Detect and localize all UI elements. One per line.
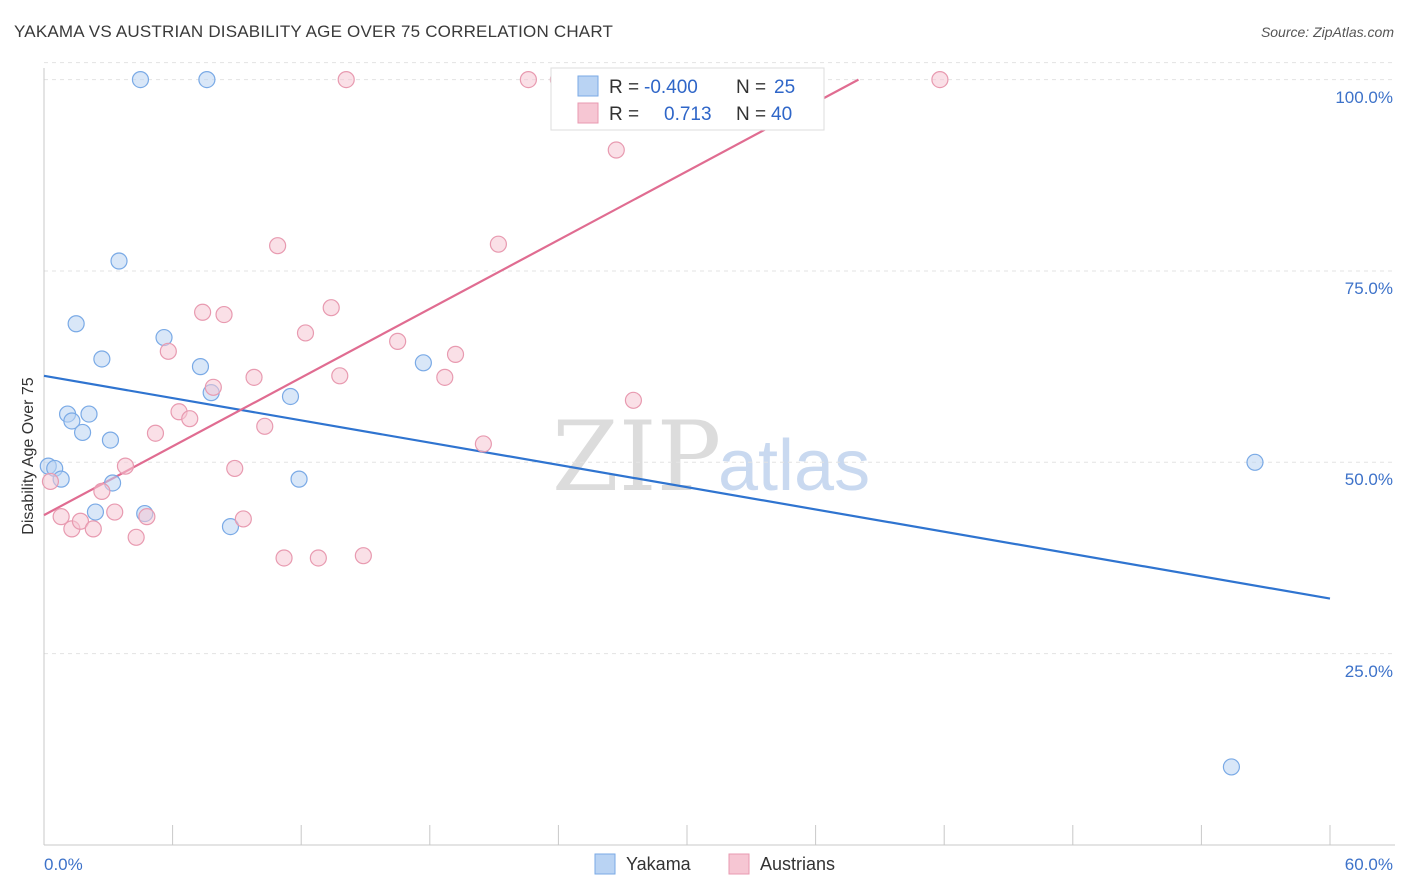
legend-swatch-yakama bbox=[577, 75, 599, 97]
point-austrians bbox=[84, 520, 102, 538]
chart-title: YAKAMA VS AUSTRIAN DISABILITY AGE OVER 7… bbox=[14, 22, 614, 41]
y-tick-label-25: 25.0% bbox=[1345, 662, 1393, 681]
point-yakama bbox=[1222, 758, 1241, 776]
y-tick-label-100: 100.0% bbox=[1335, 88, 1393, 107]
watermark-zip: ZIP bbox=[552, 401, 721, 513]
point-austrians bbox=[931, 71, 949, 89]
point-austrians bbox=[245, 368, 263, 386]
x-tick-label-max: 60.0% bbox=[1345, 855, 1393, 874]
point-austrians bbox=[181, 410, 199, 428]
point-austrians bbox=[159, 342, 177, 360]
point-austrians bbox=[116, 457, 135, 475]
point-austrians bbox=[474, 435, 492, 453]
point-austrians bbox=[138, 508, 156, 526]
point-austrians bbox=[309, 549, 327, 567]
point-yakama bbox=[131, 71, 150, 89]
point-austrians bbox=[215, 305, 233, 324]
point-austrians bbox=[146, 424, 165, 442]
point-yakama bbox=[1246, 453, 1264, 471]
series-legend-label-austrians: Austrians bbox=[760, 854, 835, 874]
point-austrians bbox=[296, 324, 315, 342]
legend-n-label-1: N = bbox=[736, 77, 766, 98]
legend-n-value-1: 25 bbox=[774, 77, 795, 98]
point-austrians bbox=[194, 303, 212, 321]
point-austrians bbox=[204, 378, 222, 396]
point-yakama bbox=[63, 412, 81, 430]
point-austrians bbox=[52, 508, 70, 526]
point-austrians bbox=[234, 510, 252, 528]
point-austrians bbox=[226, 459, 244, 478]
point-yakama bbox=[73, 423, 92, 442]
point-yakama bbox=[290, 470, 308, 488]
point-austrians bbox=[519, 71, 537, 89]
data-points bbox=[39, 71, 1264, 776]
trend-line-yakama bbox=[43, 374, 1331, 600]
point-yakama bbox=[101, 431, 120, 449]
series-legend: Yakama Austrians bbox=[594, 853, 835, 875]
legend-n-value-2: 40 bbox=[771, 104, 792, 125]
point-austrians bbox=[256, 417, 274, 435]
source-label: Source: ZipAtlas.com bbox=[1260, 24, 1394, 40]
legend-r-value-1: -0.400 bbox=[644, 77, 698, 98]
point-austrians bbox=[489, 235, 507, 253]
point-yakama bbox=[86, 503, 105, 521]
gridlines bbox=[44, 62, 1395, 655]
trend-line-austrians bbox=[43, 78, 859, 517]
point-yakama bbox=[110, 252, 128, 270]
point-austrians bbox=[389, 332, 407, 350]
x-tick-label-min: 0.0% bbox=[44, 855, 83, 874]
y-tick-label-75: 75.0% bbox=[1345, 279, 1393, 298]
point-yakama bbox=[198, 71, 216, 89]
point-austrians bbox=[322, 299, 340, 317]
watermark-atlas: atlas bbox=[718, 426, 870, 506]
y-axis-title: Disability Age Over 75 bbox=[20, 377, 37, 535]
point-austrians bbox=[269, 237, 287, 255]
y-tick-label-50: 50.0% bbox=[1345, 470, 1393, 489]
point-austrians bbox=[331, 367, 349, 385]
legend-r-label-2: R = bbox=[609, 104, 639, 125]
point-austrians bbox=[127, 528, 145, 546]
point-austrians bbox=[337, 71, 355, 89]
legend-r-label-1: R = bbox=[609, 77, 639, 98]
point-austrians bbox=[436, 368, 454, 386]
point-austrians bbox=[41, 472, 60, 491]
point-yakama bbox=[281, 387, 300, 406]
point-yakama bbox=[80, 405, 98, 423]
legend-n-label-2: N = bbox=[736, 104, 766, 125]
legend-r-value-2: 0.713 bbox=[664, 104, 712, 125]
point-yakama bbox=[191, 358, 210, 376]
point-austrians bbox=[624, 391, 643, 409]
point-austrians bbox=[106, 503, 124, 521]
series-legend-label-yakama: Yakama bbox=[626, 854, 692, 874]
point-austrians bbox=[446, 345, 465, 363]
point-yakama bbox=[414, 354, 432, 372]
point-austrians bbox=[275, 549, 293, 567]
series-legend-swatch-yakama bbox=[594, 853, 616, 875]
point-yakama bbox=[221, 517, 240, 536]
trend-lines bbox=[43, 78, 1331, 600]
point-austrians bbox=[71, 512, 90, 530]
point-yakama bbox=[93, 350, 111, 368]
correlation-legend: R = -0.400 N = 25 R = 0.713 N = 40 bbox=[550, 67, 825, 131]
point-austrians bbox=[93, 482, 111, 500]
legend-swatch-austrians bbox=[577, 102, 599, 124]
point-yakama bbox=[67, 315, 85, 333]
point-austrians bbox=[354, 547, 372, 565]
axes bbox=[43, 68, 1395, 846]
series-legend-swatch-austrians bbox=[728, 853, 750, 875]
point-austrians bbox=[607, 141, 625, 159]
